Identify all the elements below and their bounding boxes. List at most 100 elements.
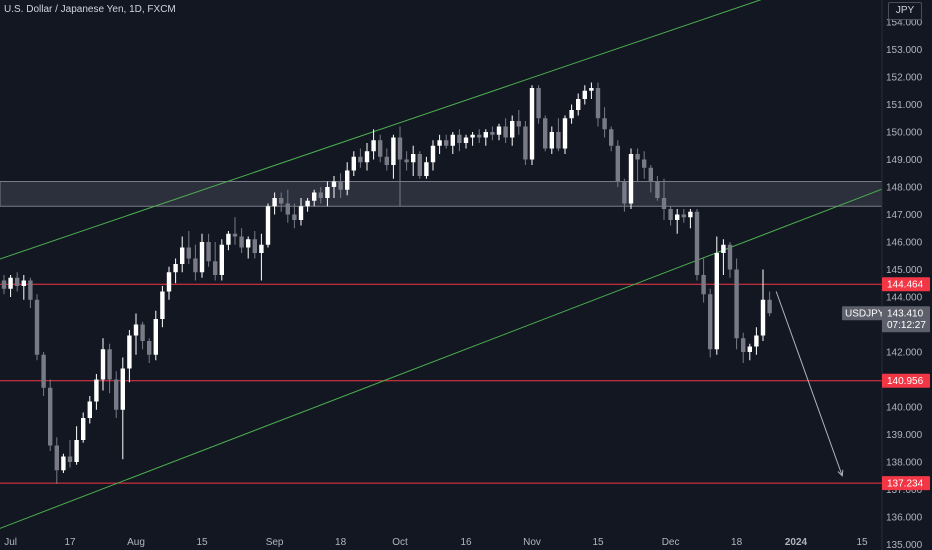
candle [635,148,640,182]
candle [114,371,119,418]
resistance-zone[interactable] [0,181,882,207]
candle [688,209,693,229]
candle [642,151,647,179]
candle-body [246,239,251,248]
candle [61,453,66,473]
candle-body [358,156,363,163]
candle [186,231,191,264]
candle-body [272,198,277,207]
candle [325,181,330,207]
candle-body [437,140,442,146]
channel-line-upper[interactable] [0,0,776,260]
candle-body [681,214,686,218]
candle-body [186,247,191,259]
candle [81,412,86,443]
candle [285,189,290,223]
candle-body [470,134,475,138]
channel-line-lower[interactable] [0,166,932,529]
candle [384,148,389,171]
price-tick-label: 144.000 [886,293,923,304]
candle [206,233,211,267]
candle-body [338,181,343,190]
symbol-tag [842,306,882,321]
candle [120,357,125,460]
candle-body [226,233,231,245]
candle-body [312,192,317,201]
candle [503,118,508,143]
candle-body [371,140,376,152]
candle-body [127,335,132,369]
candle-body [523,126,528,160]
candle [166,266,172,300]
candle-body [708,294,713,350]
currency-button[interactable]: JPY [888,2,922,20]
candle [424,156,429,179]
candle-body [496,126,502,135]
candle [351,151,356,176]
candle-body [94,379,99,402]
candle-body [747,346,752,352]
candle [675,209,680,234]
candle-body [140,324,145,341]
candle-body [107,349,112,380]
candle [74,426,79,465]
candle [147,338,152,363]
candle-body [166,272,172,292]
candle-body [173,264,178,273]
candle [536,85,541,124]
time-axis[interactable]: Jul 17 Aug 15 Sep 18 Oct 16 Nov 15 Dec 18 2024 15 [4,537,868,548]
time-tick-label: Nov [523,537,541,548]
price-tick-label: 139.000 [886,430,923,441]
time-tick-label: Jul [4,537,17,548]
candle-body [760,299,766,336]
candle-body [516,121,521,127]
candle [411,145,416,176]
price-tick-label: 140.000 [886,403,923,414]
candle [371,129,376,160]
candle-body [54,445,59,471]
candle-body [510,121,515,138]
candle-body [351,156,356,171]
price-tick-label: 146.000 [886,238,923,249]
candle-body [193,258,198,273]
candle-body [642,159,647,168]
candle [397,126,403,207]
candle [173,258,178,284]
price-tick-label: 138.000 [886,458,923,469]
candle [358,148,363,168]
candle-body [61,456,66,471]
candle [450,132,455,154]
candle [279,192,284,212]
level-price-tag-label: 140.956 [887,376,924,387]
candle-body [635,154,640,160]
candle-body [668,209,673,220]
candle-body [133,324,139,336]
candle-body [87,401,92,418]
candle [430,140,436,171]
candle-body [754,335,759,347]
price-tick-label: 152.000 [886,73,923,84]
level-price-tag-label: 144.464 [887,280,924,291]
candle [160,286,165,328]
candle [694,209,700,281]
time-tick-label: 15 [196,537,208,548]
plot-area[interactable] [0,0,932,529]
projection-arrow-line[interactable] [775,291,843,476]
candle [391,134,396,179]
time-tick-label: Dec [662,537,680,548]
candle-body [213,261,218,275]
candle-body [655,181,660,198]
candle-body [622,181,627,204]
candle [562,115,568,154]
candle-body [701,275,706,295]
candle [48,379,53,451]
candle [305,198,310,212]
candle [477,129,482,143]
candle-body [490,132,495,135]
candle-body [727,244,733,270]
candle-body [430,145,436,163]
price-tick-label: 147.000 [886,210,923,221]
candle-body [74,440,79,462]
